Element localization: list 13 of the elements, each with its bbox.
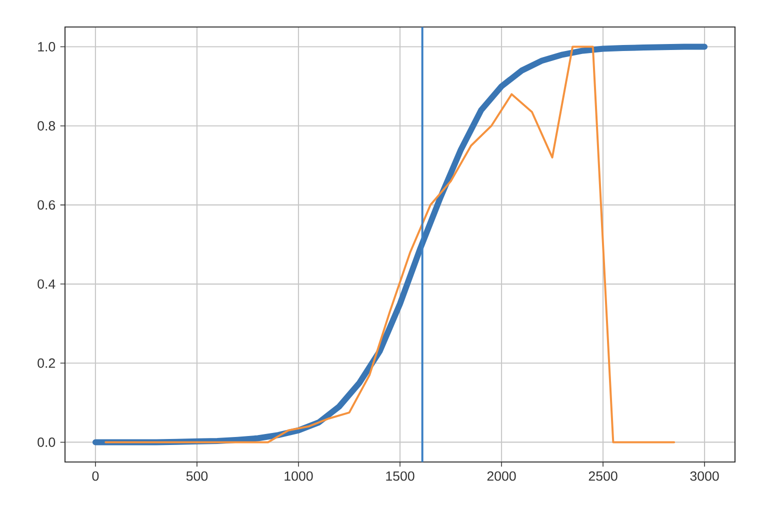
y-tick-label: 0.4	[38, 279, 56, 289]
y-tick-label: 0.8	[38, 121, 56, 131]
x-tick-label: 1500	[386, 471, 414, 481]
y-tick-label: 1.0	[38, 42, 56, 52]
x-tick-label: 3000	[690, 471, 719, 481]
x-tick-label: 0	[92, 471, 99, 481]
y-tick-label: 0.2	[38, 358, 55, 368]
x-tick-label: 500	[186, 471, 208, 481]
x-tick-label: 2500	[588, 471, 618, 481]
x-tick-label: 2000	[487, 471, 516, 481]
y-tick-label: 0.6	[38, 200, 56, 210]
x-tick-label: 1000	[284, 471, 313, 481]
y-tick-label: 0.0	[38, 437, 56, 447]
